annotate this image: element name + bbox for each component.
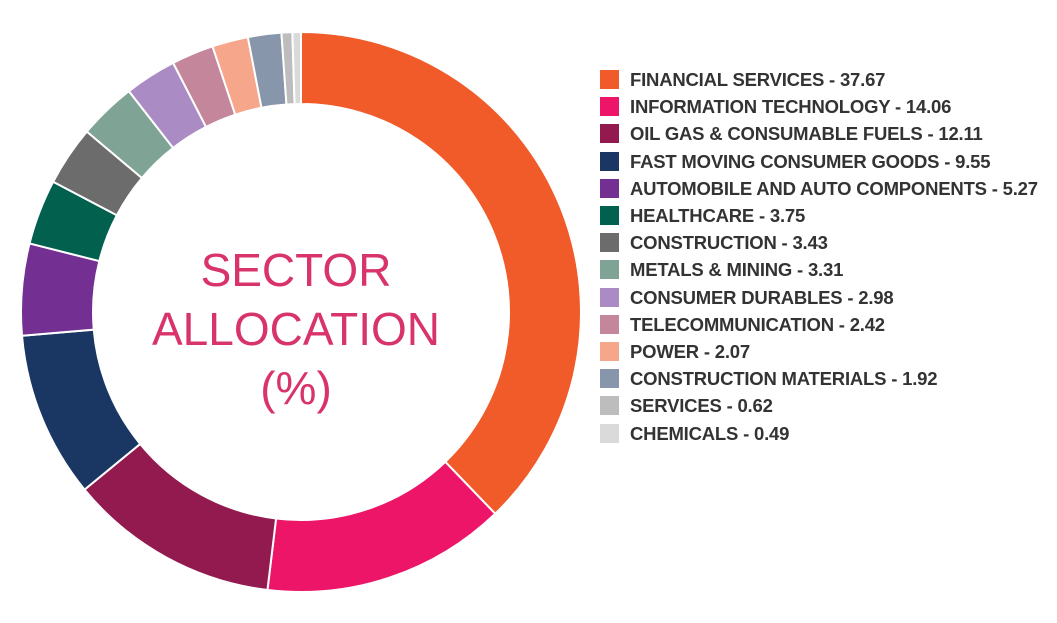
donut-slices: [20, 30, 582, 593]
legend-label: OIL GAS & CONSUMABLE FUELS - 12.11: [630, 123, 983, 145]
legend-item: FINANCIAL SERVICES - 37.67: [600, 66, 1055, 93]
legend-swatch: [600, 151, 619, 171]
legend-swatch: [600, 178, 619, 198]
legend-item: OIL GAS & CONSUMABLE FUELS - 12.11: [600, 120, 1055, 147]
legend-item: POWER - 2.07: [600, 338, 1055, 365]
legend-item: TELECOMMUNICATION - 2.42: [600, 311, 1055, 338]
legend-label: METALS & MINING - 3.31: [630, 259, 844, 281]
legend-swatch: [600, 342, 619, 362]
legend-label: TELECOMMUNICATION - 2.42: [630, 313, 885, 335]
legend-item: CONSTRUCTION MATERIALS - 1.92: [600, 365, 1055, 392]
legend-label: CONSUMER DURABLES - 2.98: [630, 286, 894, 308]
legend-item: CHEMICALS - 0.49: [600, 420, 1055, 447]
legend-label: CONSTRUCTION MATERIALS - 1.92: [630, 368, 938, 390]
legend-swatch: [600, 233, 619, 253]
legend-swatch: [600, 369, 619, 389]
legend-label: CONSTRUCTION - 3.43: [630, 232, 828, 254]
legend-label: CHEMICALS - 0.49: [630, 422, 790, 444]
legend-item: FAST MOVING CONSUMER GOODS - 9.55: [600, 148, 1055, 175]
legend-swatch: [600, 314, 619, 334]
legend-swatch: [600, 287, 619, 307]
legend-swatch: [600, 423, 619, 443]
legend-item: INFORMATION TECHNOLOGY - 14.06: [600, 93, 1055, 120]
legend-item: CONSUMER DURABLES - 2.98: [600, 284, 1055, 311]
legend-swatch: [600, 260, 619, 280]
legend-swatch: [600, 206, 619, 226]
legend-label: FINANCIAL SERVICES - 37.67: [630, 69, 886, 90]
legend-label: AUTOMOBILE AND AUTO COMPONENTS - 5.27: [630, 177, 1038, 199]
slice-information-technology: [266, 460, 497, 593]
chart-title-line-3: (%): [260, 362, 332, 414]
legend-swatch: [600, 97, 619, 117]
legend-item: METALS & MINING - 3.31: [600, 256, 1055, 283]
legend-label: HEALTHCARE - 3.75: [630, 205, 806, 227]
chart-title-line-1: SECTOR: [201, 244, 392, 296]
legend-label: INFORMATION TECHNOLOGY - 14.06: [630, 96, 952, 118]
legend-item: SERVICES - 0.62: [600, 392, 1055, 419]
legend-item: CONSTRUCTION - 3.43: [600, 229, 1055, 256]
slice-financial-services: [300, 30, 582, 516]
legend-label: SERVICES - 0.62: [630, 395, 773, 417]
legend-label: FAST MOVING CONSUMER GOODS - 9.55: [630, 150, 991, 172]
chart-title-line-2: ALLOCATION: [152, 303, 440, 355]
chart-legend: FINANCIAL SERVICES - 37.67 INFORMATION TE…: [600, 66, 1055, 447]
legend-swatch: [600, 124, 619, 144]
slice-chemicals: [291, 30, 302, 106]
legend-item: AUTOMOBILE AND AUTO COMPONENTS - 5.27: [600, 175, 1055, 202]
legend-swatch: [600, 396, 619, 416]
legend-label: POWER - 2.07: [630, 341, 750, 363]
legend-item: HEALTHCARE - 3.75: [600, 202, 1055, 229]
legend-swatch: [600, 70, 619, 89]
sector-donut-chart: SECTOR ALLOCATION (%): [20, 30, 582, 593]
